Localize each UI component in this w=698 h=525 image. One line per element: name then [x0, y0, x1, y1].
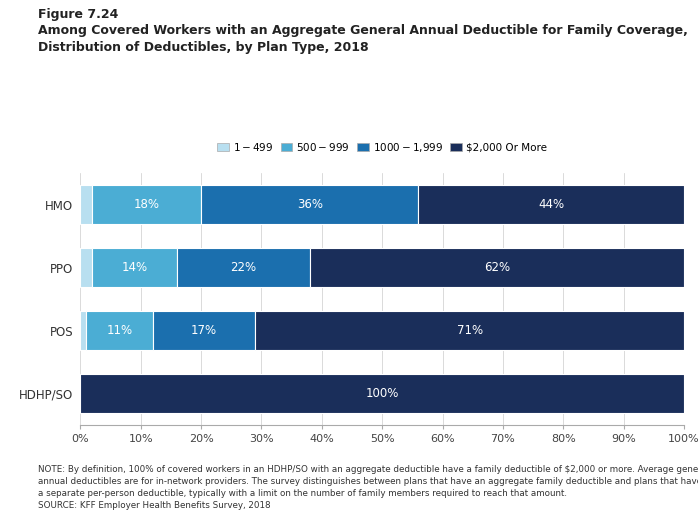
Text: 71%: 71% [456, 324, 483, 337]
Text: 44%: 44% [538, 198, 564, 211]
Bar [80, 311, 87, 350]
Text: 18%: 18% [134, 198, 160, 211]
Bar [92, 248, 177, 287]
Bar [153, 311, 255, 350]
Bar [310, 248, 684, 287]
Text: 14%: 14% [121, 261, 148, 274]
Text: 17%: 17% [191, 324, 217, 337]
Bar [92, 185, 201, 224]
Text: 22%: 22% [230, 261, 256, 274]
Bar [80, 185, 92, 224]
Bar [177, 248, 310, 287]
Bar [201, 185, 418, 224]
Text: Figure 7.24: Figure 7.24 [38, 8, 119, 21]
Text: NOTE: By definition, 100% of covered workers in an HDHP/SO with an aggregate ded: NOTE: By definition, 100% of covered wor… [38, 465, 698, 510]
Legend: $1 - $499, $500 - $999, $1000 - $1,999, $2,000 Or More: $1 - $499, $500 - $999, $1000 - $1,999, … [213, 136, 551, 158]
Text: 62%: 62% [484, 261, 510, 274]
Bar [80, 374, 684, 413]
Text: 100%: 100% [366, 387, 399, 400]
Text: 36%: 36% [297, 198, 322, 211]
Bar [418, 185, 684, 224]
Bar [87, 311, 153, 350]
Bar [255, 311, 684, 350]
Text: Among Covered Workers with an Aggregate General Annual Deductible for Family Cov: Among Covered Workers with an Aggregate … [38, 24, 688, 54]
Text: 11%: 11% [107, 324, 133, 337]
Bar [80, 248, 92, 287]
